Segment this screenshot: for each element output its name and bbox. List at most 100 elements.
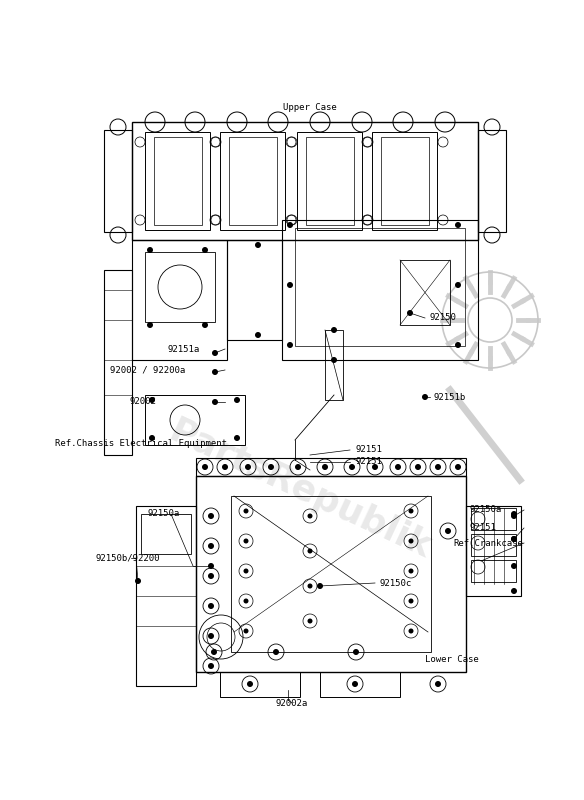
Circle shape (455, 282, 461, 288)
Circle shape (511, 563, 517, 569)
Circle shape (212, 350, 218, 356)
Circle shape (208, 573, 214, 579)
Circle shape (244, 598, 249, 603)
Bar (196, 476, 466, 672)
Circle shape (408, 629, 413, 634)
Circle shape (295, 464, 301, 470)
Circle shape (322, 464, 328, 470)
Circle shape (352, 681, 358, 687)
Circle shape (202, 247, 208, 253)
Text: 92002: 92002 (130, 398, 157, 406)
Bar (145, 395, 245, 445)
Bar (132, 240, 227, 360)
Circle shape (255, 242, 261, 248)
Bar (154, 137, 202, 225)
Circle shape (245, 464, 251, 470)
Circle shape (422, 394, 428, 400)
Text: 92150c: 92150c (380, 578, 412, 587)
Bar (229, 137, 277, 225)
Bar (220, 132, 285, 230)
Circle shape (147, 247, 153, 253)
Circle shape (273, 649, 279, 655)
Bar (320, 672, 400, 697)
Text: 92151: 92151 (355, 446, 382, 454)
Circle shape (212, 399, 218, 405)
Circle shape (395, 464, 401, 470)
Bar (132, 122, 478, 240)
Text: Upper Case: Upper Case (283, 102, 337, 111)
Circle shape (435, 681, 441, 687)
Circle shape (234, 435, 240, 441)
Bar (104, 130, 132, 232)
Circle shape (435, 464, 441, 470)
Circle shape (255, 332, 261, 338)
Circle shape (287, 282, 293, 288)
Circle shape (234, 397, 240, 403)
Circle shape (208, 513, 214, 519)
Circle shape (287, 222, 293, 228)
Circle shape (135, 578, 141, 584)
Circle shape (511, 513, 517, 519)
Circle shape (208, 603, 214, 609)
Bar (227, 240, 282, 340)
Bar (471, 508, 516, 530)
Text: 92150: 92150 (430, 314, 457, 322)
Bar (372, 132, 437, 230)
Circle shape (147, 322, 153, 328)
Circle shape (244, 629, 249, 634)
Bar (471, 534, 516, 556)
Circle shape (287, 342, 293, 348)
Circle shape (308, 514, 312, 518)
Circle shape (247, 681, 253, 687)
Circle shape (408, 509, 413, 514)
Circle shape (455, 222, 461, 228)
Circle shape (149, 397, 155, 403)
Circle shape (511, 536, 517, 542)
Circle shape (331, 327, 337, 333)
Bar (466, 506, 521, 596)
Circle shape (268, 464, 274, 470)
Circle shape (211, 649, 217, 655)
Text: Ref.Chassis Electrical Equipment: Ref.Chassis Electrical Equipment (55, 439, 227, 449)
Text: 92151a: 92151a (168, 345, 200, 354)
Bar (400, 260, 450, 325)
Bar (471, 560, 516, 582)
Text: 92002a: 92002a (276, 698, 308, 707)
Circle shape (317, 583, 323, 589)
Text: Lower Case: Lower Case (425, 655, 479, 665)
Circle shape (244, 538, 249, 543)
Circle shape (208, 543, 214, 549)
Text: 92151: 92151 (470, 523, 497, 533)
Text: 92151: 92151 (355, 458, 382, 466)
Circle shape (407, 310, 413, 316)
Circle shape (244, 569, 249, 574)
Circle shape (353, 649, 359, 655)
Circle shape (208, 663, 214, 669)
Bar (136, 506, 196, 686)
Circle shape (415, 464, 421, 470)
Circle shape (445, 528, 451, 534)
Bar (381, 137, 429, 225)
Circle shape (372, 464, 378, 470)
Bar (478, 130, 506, 232)
Bar (231, 496, 431, 652)
Circle shape (222, 464, 228, 470)
Circle shape (331, 357, 337, 363)
Circle shape (308, 583, 312, 589)
Bar (141, 514, 191, 554)
Circle shape (244, 509, 249, 514)
Circle shape (408, 538, 413, 543)
Circle shape (455, 464, 461, 470)
Text: 92150b/92200: 92150b/92200 (95, 554, 159, 562)
Bar (145, 132, 210, 230)
Text: 92150a: 92150a (470, 506, 502, 514)
Bar (306, 137, 354, 225)
Circle shape (308, 549, 312, 554)
Circle shape (408, 569, 413, 574)
Circle shape (455, 342, 461, 348)
Circle shape (208, 563, 214, 569)
Circle shape (511, 588, 517, 594)
Text: 92002 / 92200a: 92002 / 92200a (110, 366, 185, 374)
Circle shape (511, 536, 517, 542)
Circle shape (149, 435, 155, 441)
